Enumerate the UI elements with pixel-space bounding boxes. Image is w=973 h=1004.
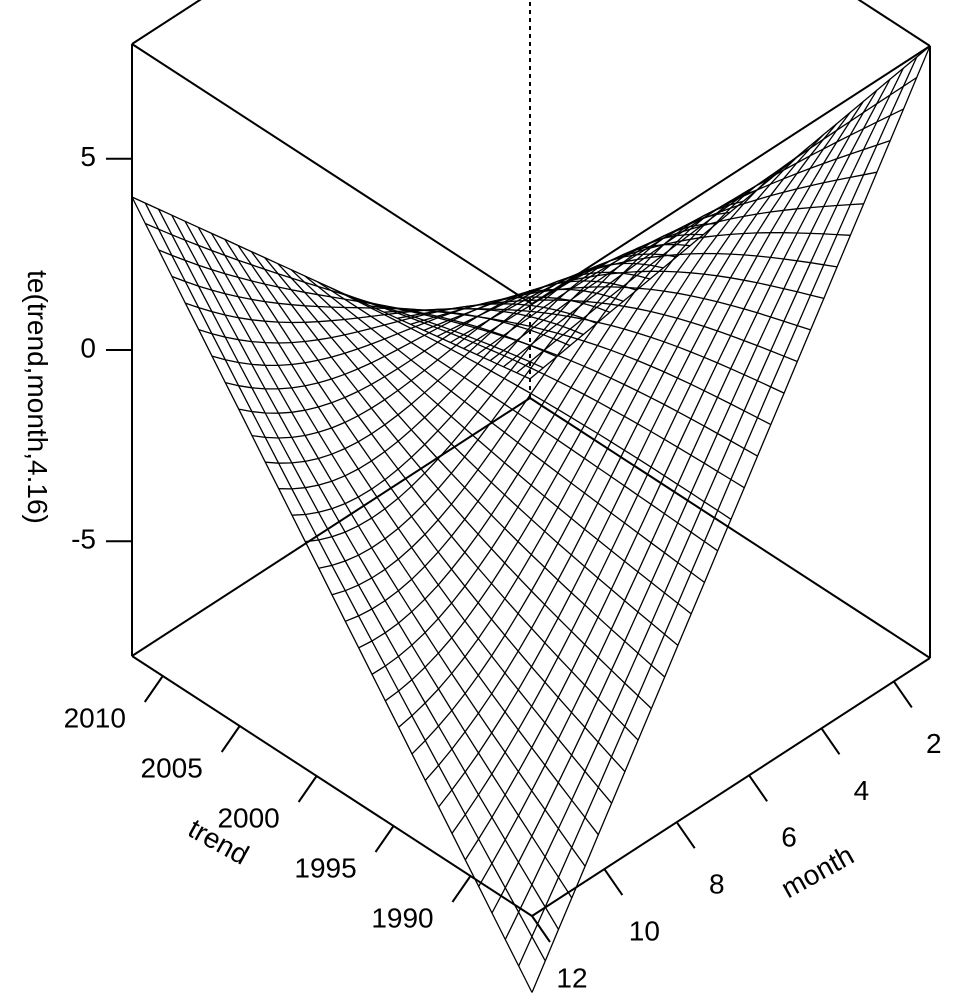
mesh-line-month [277, 263, 679, 646]
z-tick-label: -5 [71, 524, 96, 555]
mesh-line-trend [318, 222, 717, 569]
month-tick-label: 12 [556, 962, 587, 993]
mesh-line-month [131, 196, 533, 993]
mesh-line-month [436, 252, 838, 337]
month-tick [603, 868, 624, 896]
month-tick [675, 821, 696, 849]
surface-mesh [131, 45, 931, 993]
trend-tick-label: 1995 [294, 852, 356, 883]
mesh-line-month [304, 275, 705, 583]
box-top-edge [131, 0, 202, 45]
mesh-line-month [516, 76, 918, 374]
mesh-line-month [357, 299, 758, 457]
month-tick-label: 6 [781, 822, 797, 853]
mesh-line-trend [491, 78, 891, 914]
trend-tick-label: 1990 [371, 902, 433, 933]
mesh-line-month [290, 269, 692, 615]
mesh-line-month [476, 171, 878, 356]
mesh-line-trend [171, 275, 571, 347]
mesh-line-month [450, 232, 851, 344]
mesh-line-month [224, 239, 626, 773]
month-tick [820, 727, 841, 755]
z-axis-title: te(trend,month,4.16) [22, 270, 53, 524]
z-tick-label: 0 [80, 332, 96, 363]
mesh-line-month [344, 293, 745, 489]
mesh-line-month [171, 214, 573, 899]
mesh-line-month [264, 257, 666, 678]
box-bottom-edge [531, 657, 931, 917]
mesh-line-month [184, 220, 586, 867]
trend-tick-label: 2005 [141, 752, 203, 783]
plot-box-back-edges [131, 0, 931, 659]
mesh-line-trend [251, 271, 651, 439]
mesh-line-trend [504, 67, 904, 940]
mesh-line-month [384, 308, 785, 394]
mesh-line-month [489, 139, 891, 362]
trend-tick-label: 2010 [64, 702, 126, 733]
month-tick [748, 774, 768, 802]
mesh-line-month [423, 270, 825, 332]
box-top-edge [131, 43, 533, 305]
mesh-line-month [211, 233, 613, 804]
trend-tick [143, 675, 164, 703]
month-axis: 2 4 6 8 10 12 [531, 680, 942, 993]
z-tick-label: 5 [80, 141, 96, 172]
mesh-line-trend [145, 222, 544, 369]
mesh-line-trend [518, 56, 918, 967]
mesh-line-month [397, 299, 798, 363]
box-top-edge [857, 0, 931, 47]
month-tick-label: 4 [854, 775, 870, 806]
mesh-line-month [529, 45, 931, 380]
mesh-line-month [463, 203, 864, 350]
month-tick-label: 2 [926, 728, 942, 759]
mesh-line-month [370, 305, 772, 426]
box-bottom-edge [131, 655, 533, 917]
mesh-line-month [157, 208, 560, 930]
mesh-line-month [330, 287, 732, 520]
mesh-line-month [250, 251, 652, 709]
box-top-edge [531, 45, 931, 305]
month-tick [531, 915, 551, 943]
trend-tick [297, 775, 318, 803]
month-tick [892, 680, 913, 709]
trend-tick-label: 2000 [217, 802, 279, 833]
trend-tick [451, 875, 472, 903]
box-back-bottom-edge [529, 397, 931, 659]
mesh-line-month [237, 245, 639, 741]
plot-box-front-edges [131, 0, 931, 917]
box-back-bottom-edge [131, 397, 531, 657]
trend-tick [374, 825, 395, 853]
z-axis: -5 0 5 [71, 141, 132, 555]
trend-tick [220, 725, 241, 753]
mesh-line-trend [438, 123, 838, 808]
mesh-line-month [197, 226, 599, 836]
mesh-line-month [317, 281, 719, 552]
mesh-line-month [144, 202, 546, 962]
trend-axis: 1990 1995 2000 2005 2010 [64, 675, 472, 933]
month-tick-label: 8 [709, 869, 725, 900]
month-tick-label: 10 [629, 915, 660, 946]
